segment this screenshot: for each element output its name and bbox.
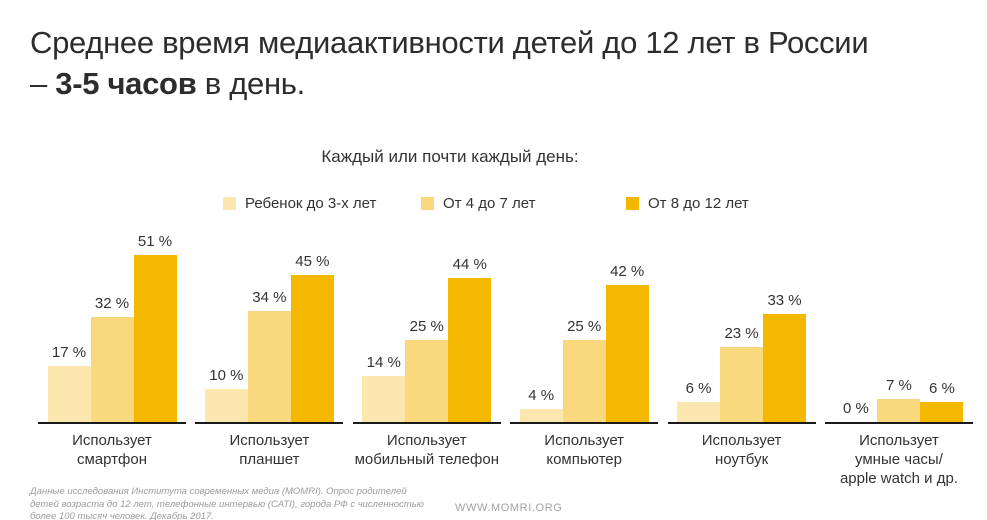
bars-area: 4 % 25 % 42 % <box>510 228 659 424</box>
source-note: Данные исследования Института современны… <box>30 486 424 520</box>
page-title: Среднее время медиаактивности детей до 1… <box>30 22 869 104</box>
legend: Ребенок до 3-х лет От 4 до 7 лет От 8 до 1… <box>0 195 987 213</box>
title-bold-highlight: 3-5 часов <box>55 66 197 101</box>
bar-column: 45 % <box>290 228 334 422</box>
bar <box>90 317 134 422</box>
value-label: 23 % <box>724 325 759 342</box>
bar-column: 51 % <box>133 228 177 422</box>
bar-column: 34 % <box>247 228 291 422</box>
bar-column: 42 % <box>605 228 649 422</box>
bar <box>519 409 563 422</box>
value-label: 6 % <box>929 380 955 397</box>
bar <box>677 402 721 422</box>
bar <box>920 402 964 422</box>
legend-swatch <box>421 197 434 210</box>
category-label: Использует планшет <box>229 432 310 468</box>
value-label: 7 % <box>886 377 912 394</box>
chart-title: Каждый или почти каждый день: <box>321 147 579 166</box>
title-dash: – <box>30 66 56 101</box>
legend-label: От 4 до 7 лет <box>443 195 536 212</box>
legend-item: От 4 до 7 лет <box>421 195 535 212</box>
bar <box>133 255 177 422</box>
bars-area: 0 % 7 % 6 % <box>824 228 973 424</box>
bar <box>448 278 492 422</box>
bar-column: 10 % <box>204 228 248 422</box>
bar <box>562 340 606 422</box>
chart-group: 6 % 23 % 33 % Использует ноутбук <box>667 228 816 488</box>
bar-column: 32 % <box>90 228 134 422</box>
category-label: Использует смартфон <box>72 432 152 468</box>
website-url: WWW.MOMRI.ORG <box>455 502 563 514</box>
legend-label: От 8 до 12 лет <box>648 195 749 212</box>
bar-column: 6 % <box>677 228 721 422</box>
value-label: 32 % <box>94 295 130 312</box>
chart-group: 10 % 34 % 45 % Использует планшет <box>195 228 344 488</box>
legend-swatch <box>223 197 236 210</box>
value-label: 45 % <box>295 253 330 270</box>
chart-group: 4 % 25 % 42 % Использует компьютер <box>510 228 659 488</box>
bar-column: 44 % <box>448 228 492 422</box>
bar-column: 14 % <box>362 228 406 422</box>
value-label: 51 % <box>137 233 173 250</box>
bar-column: 25 % <box>562 228 606 422</box>
bar <box>763 314 807 422</box>
category-label: Использует умные часы/apple watch и др. <box>839 432 958 487</box>
bar-column: 17 % <box>47 228 91 422</box>
value-label: 42 % <box>610 263 645 280</box>
category-label: Использует мобильный телефон <box>354 432 499 468</box>
value-label: 44 % <box>452 256 487 273</box>
value-label: 25 % <box>567 318 602 335</box>
bars-area: 6 % 23 % 33 % <box>667 228 816 424</box>
chart-group: 14 % 25 % 44 % Использует мобильный телефон <box>352 228 501 488</box>
title-line2: – 3-5 часов в день. <box>30 66 305 101</box>
value-label: 6 % <box>685 380 712 397</box>
title-line2-suffix: в день. <box>196 66 306 101</box>
bar <box>720 347 764 422</box>
chart-group: 17 % 32 % 51 % Использует смартфон <box>38 228 186 488</box>
value-label: 33 % <box>767 292 802 309</box>
value-label: 0 % <box>843 400 869 417</box>
category-label: Использует ноутбук <box>701 432 782 468</box>
value-label: 14 % <box>366 354 401 371</box>
bar-chart: 17 % 32 % 51 % Использует смартфон 10 % 34 % 45… <box>38 228 973 488</box>
bar <box>362 376 406 422</box>
bar-column: 25 % <box>405 228 449 422</box>
bar-column: 7 % <box>877 228 921 422</box>
bar-column: 23 % <box>720 228 764 422</box>
category-label: Использует компьютер <box>544 432 625 468</box>
bar-column: 6 % <box>920 228 964 422</box>
bar <box>247 311 291 422</box>
bar-column: 0 % <box>834 228 877 422</box>
chart-group: 0 % 7 % 6 % Использует умные часы/apple watc… <box>824 228 973 488</box>
legend-swatch <box>626 197 639 210</box>
bar <box>877 399 921 422</box>
title-line1: Среднее время медиаактивности детей до 1… <box>30 25 869 60</box>
value-label: 25 % <box>409 318 444 335</box>
bars-area: 10 % 34 % 45 % <box>195 228 344 424</box>
value-label: 17 % <box>51 344 87 361</box>
value-label: 34 % <box>252 289 287 306</box>
legend-label: Ребенок до 3-х лет <box>245 195 377 212</box>
bar-column: 4 % <box>519 228 563 422</box>
bar <box>290 275 334 422</box>
bar <box>47 366 91 422</box>
bars-area: 14 % 25 % 44 % <box>352 228 501 424</box>
value-label: 4 % <box>528 387 555 404</box>
bar <box>405 340 449 422</box>
bar <box>605 285 649 422</box>
value-label: 10 % <box>209 367 244 384</box>
bars-area: 17 % 32 % 51 % <box>38 228 186 424</box>
legend-item: От 8 до 12 лет <box>626 195 749 212</box>
bar <box>204 389 248 422</box>
bar-column: 33 % <box>763 228 807 422</box>
legend-item: Ребенок до 3-х лет <box>223 195 376 212</box>
